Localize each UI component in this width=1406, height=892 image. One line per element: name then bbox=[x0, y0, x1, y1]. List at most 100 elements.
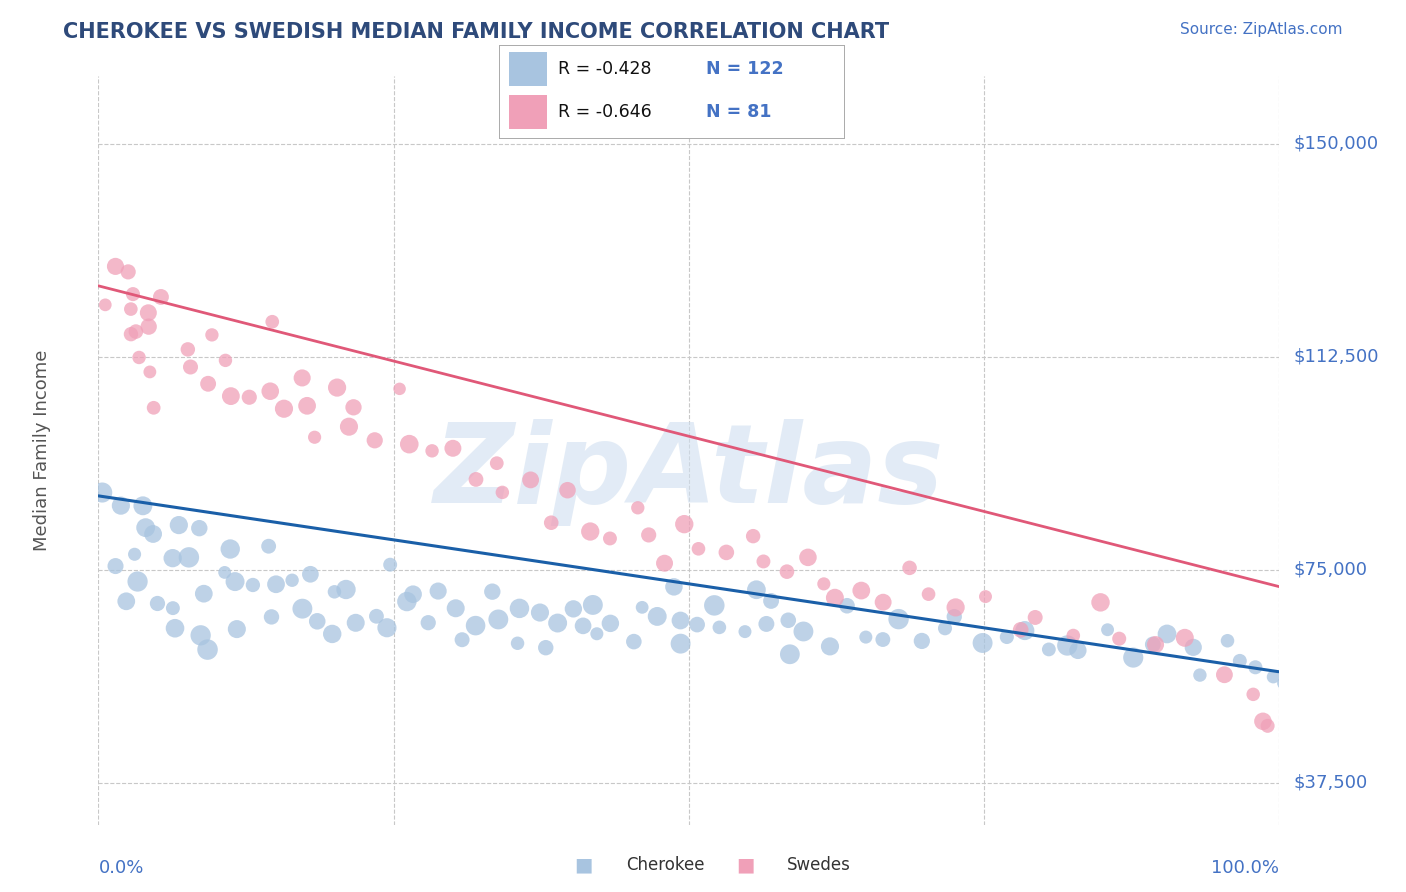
Point bbox=[398, 437, 420, 451]
Text: $150,000: $150,000 bbox=[1294, 135, 1379, 153]
Point bbox=[851, 583, 873, 598]
Point bbox=[402, 587, 425, 601]
Point bbox=[1108, 632, 1130, 646]
Point bbox=[1156, 627, 1178, 641]
Point bbox=[1014, 624, 1036, 638]
Point bbox=[128, 351, 150, 365]
Point bbox=[214, 566, 236, 580]
Point bbox=[662, 580, 685, 594]
Point bbox=[508, 601, 530, 615]
Point bbox=[637, 528, 659, 542]
Point bbox=[1062, 628, 1084, 642]
Point bbox=[599, 532, 621, 546]
Point bbox=[262, 315, 284, 329]
Text: N = 81: N = 81 bbox=[706, 103, 772, 121]
Point bbox=[759, 594, 782, 608]
Point bbox=[1010, 623, 1032, 637]
Point bbox=[547, 615, 569, 630]
Point bbox=[138, 306, 160, 320]
Point bbox=[776, 565, 799, 579]
Text: Swedes: Swedes bbox=[787, 856, 851, 874]
Text: CHEROKEE VS SWEDISH MEDIAN FAMILY INCOME CORRELATION CHART: CHEROKEE VS SWEDISH MEDIAN FAMILY INCOME… bbox=[63, 22, 890, 42]
Point bbox=[1272, 676, 1295, 690]
Point bbox=[219, 389, 242, 403]
Point bbox=[146, 597, 169, 611]
Point bbox=[395, 594, 418, 608]
Point bbox=[1216, 633, 1239, 648]
Point bbox=[163, 621, 186, 635]
Point bbox=[486, 612, 509, 626]
Text: ZipAtlas: ZipAtlas bbox=[433, 419, 945, 526]
Bar bbox=[509, 95, 547, 129]
Point bbox=[388, 382, 411, 396]
Point bbox=[465, 472, 488, 486]
Point bbox=[1257, 719, 1279, 733]
Point bbox=[1229, 654, 1251, 668]
Point bbox=[818, 640, 841, 654]
Point bbox=[264, 577, 287, 591]
Point bbox=[149, 290, 172, 304]
Point bbox=[344, 615, 367, 630]
Point bbox=[686, 617, 709, 632]
Point bbox=[972, 636, 994, 650]
Point bbox=[673, 517, 696, 532]
Point bbox=[304, 430, 326, 444]
Point bbox=[335, 582, 357, 597]
Point bbox=[485, 456, 508, 470]
Point bbox=[562, 602, 585, 616]
Text: 0.0%: 0.0% bbox=[98, 859, 143, 877]
Point bbox=[420, 443, 443, 458]
Point bbox=[1122, 650, 1144, 665]
Text: Median Family Income: Median Family Income bbox=[32, 350, 51, 551]
Point bbox=[945, 600, 967, 615]
Point bbox=[104, 260, 127, 274]
Point bbox=[441, 442, 464, 456]
Point bbox=[326, 381, 349, 395]
Point bbox=[506, 636, 529, 650]
Point bbox=[193, 587, 215, 601]
Point bbox=[734, 624, 756, 639]
Point bbox=[654, 556, 676, 570]
Point bbox=[364, 434, 387, 448]
Point bbox=[669, 614, 692, 628]
Point bbox=[299, 567, 322, 582]
Text: ■: ■ bbox=[574, 855, 593, 875]
Point bbox=[167, 518, 190, 533]
Point bbox=[974, 590, 997, 604]
Point bbox=[295, 399, 318, 413]
Point bbox=[281, 574, 304, 588]
Point bbox=[177, 343, 200, 357]
Point bbox=[1056, 639, 1078, 653]
Point bbox=[755, 616, 778, 631]
Point bbox=[752, 554, 775, 568]
Point bbox=[688, 541, 710, 556]
Point bbox=[179, 359, 201, 374]
Point bbox=[1251, 714, 1274, 729]
Point bbox=[824, 591, 846, 605]
Point bbox=[835, 599, 858, 613]
Point bbox=[242, 578, 264, 592]
Point bbox=[529, 606, 551, 620]
Point bbox=[872, 632, 894, 647]
Point bbox=[1263, 670, 1285, 684]
Point bbox=[124, 547, 146, 561]
Point bbox=[190, 628, 212, 642]
Point bbox=[94, 298, 117, 312]
Point bbox=[120, 302, 142, 317]
Point bbox=[540, 516, 562, 530]
Point bbox=[177, 550, 200, 565]
Point bbox=[201, 327, 224, 342]
Point bbox=[115, 594, 138, 608]
Point bbox=[855, 630, 877, 644]
Text: Source: ZipAtlas.com: Source: ZipAtlas.com bbox=[1180, 22, 1343, 37]
Point bbox=[427, 584, 450, 599]
Point bbox=[579, 524, 602, 539]
Point bbox=[238, 390, 260, 404]
Point bbox=[342, 401, 364, 415]
Point bbox=[291, 601, 314, 615]
Point bbox=[142, 401, 165, 415]
Point bbox=[911, 634, 934, 648]
Point bbox=[366, 609, 388, 624]
Point bbox=[214, 353, 236, 368]
Point bbox=[380, 558, 402, 572]
